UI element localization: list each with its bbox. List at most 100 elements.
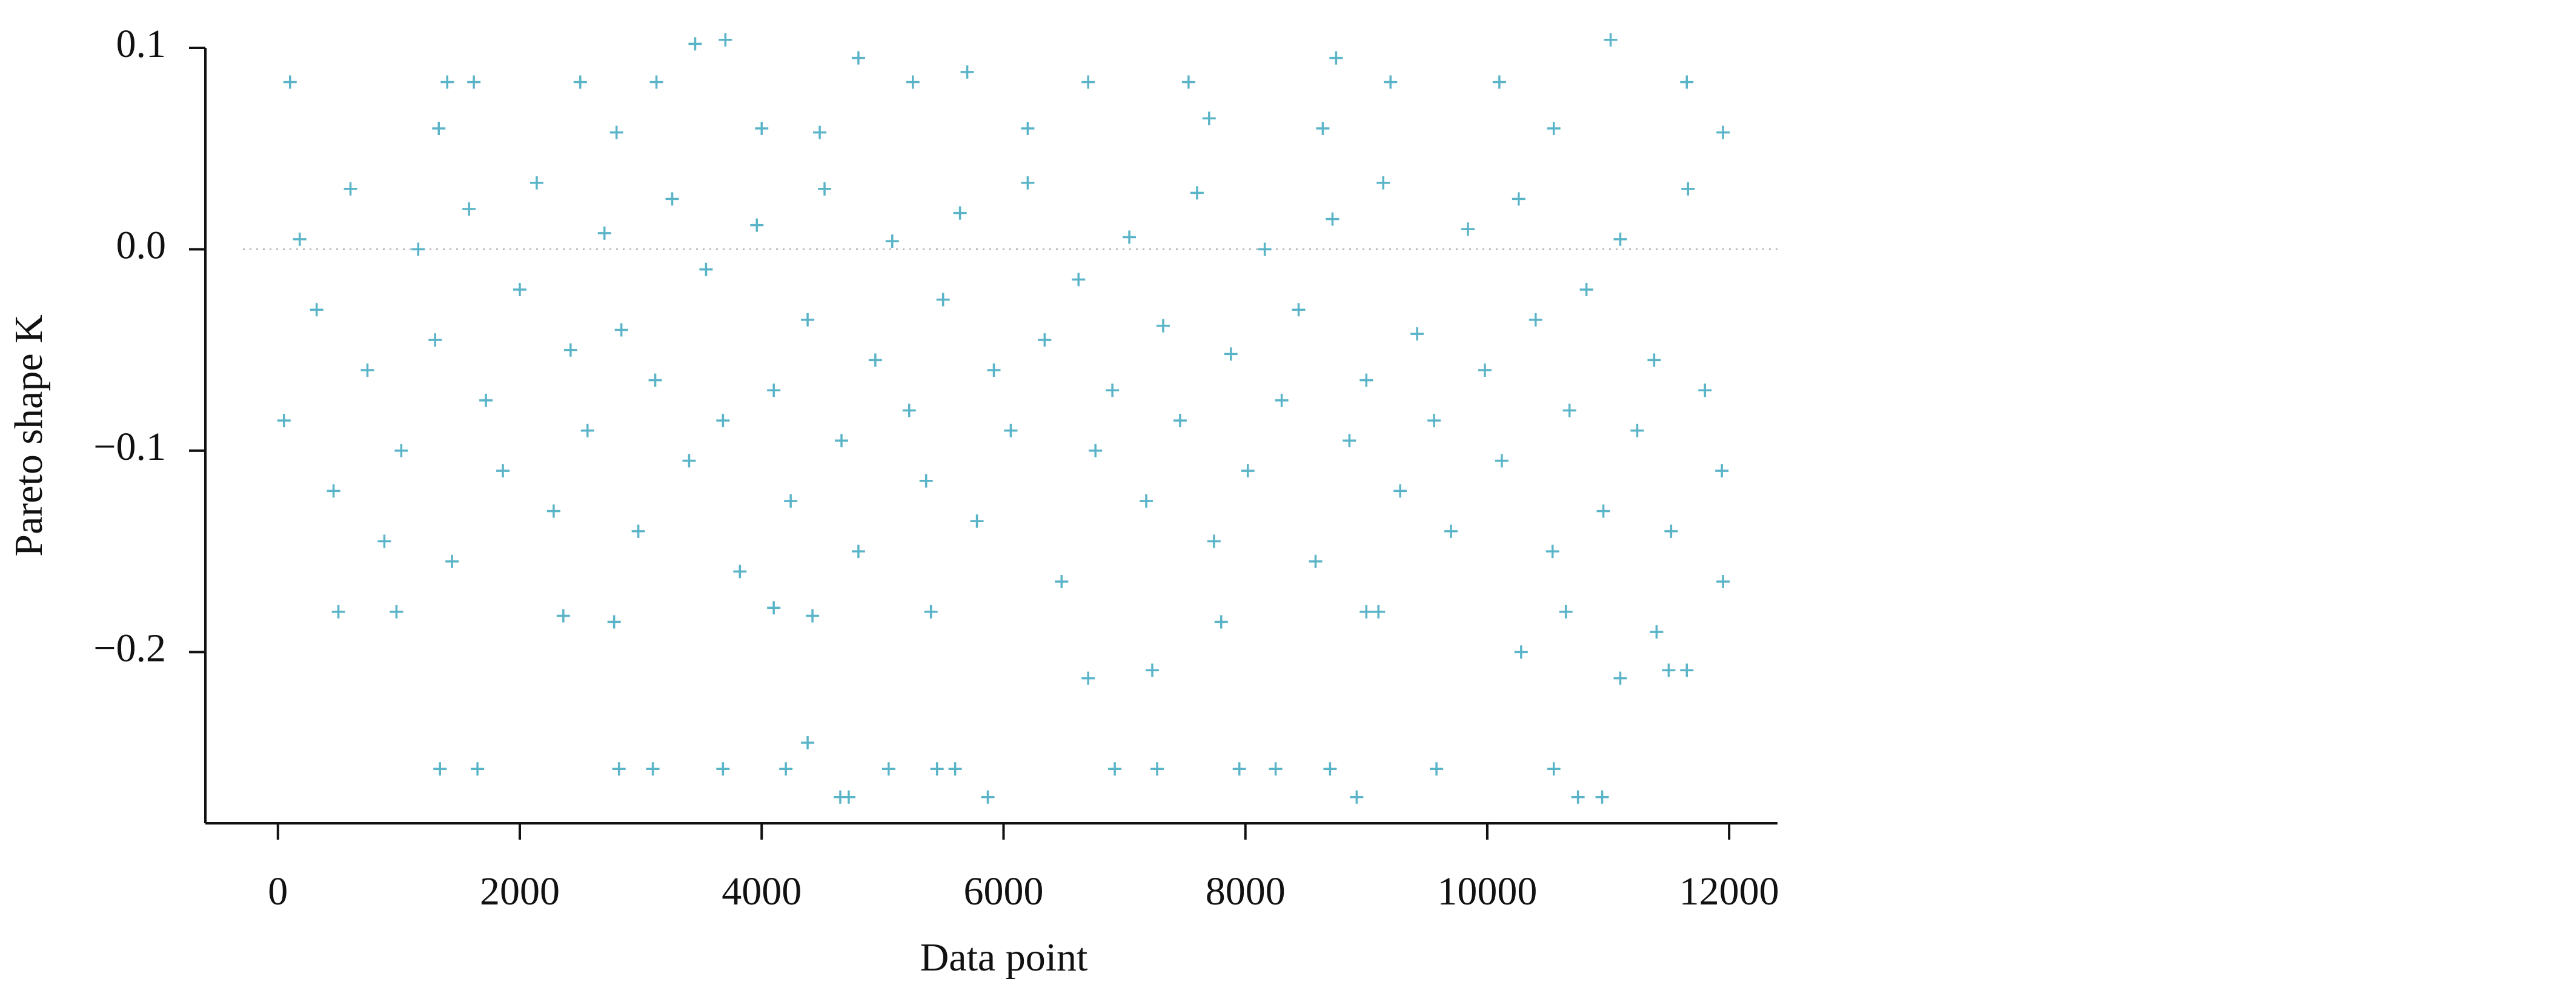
x-tick-label: 8000 — [1206, 869, 1286, 914]
point — [1427, 414, 1441, 428]
point — [1662, 663, 1676, 677]
point — [293, 232, 307, 246]
point — [1359, 605, 1373, 619]
point — [970, 514, 984, 528]
point — [360, 363, 374, 377]
point — [283, 75, 297, 89]
point — [1021, 121, 1035, 135]
point — [1716, 125, 1730, 139]
point — [1004, 423, 1018, 437]
point — [1579, 282, 1593, 296]
point — [1156, 319, 1170, 333]
point — [1021, 176, 1035, 190]
point — [767, 383, 781, 397]
point — [1444, 524, 1458, 538]
point — [546, 504, 560, 518]
point — [1529, 313, 1542, 327]
point — [428, 333, 442, 347]
point — [842, 790, 855, 804]
point — [1081, 75, 1095, 89]
point — [1478, 363, 1492, 377]
point — [1613, 232, 1627, 246]
point — [1202, 111, 1216, 125]
x-tick-label: 4000 — [722, 869, 802, 914]
point — [1258, 242, 1272, 256]
point — [1123, 230, 1137, 244]
point — [719, 33, 732, 47]
x-tick-label: 0 — [268, 869, 288, 914]
point — [573, 75, 587, 89]
point — [1372, 605, 1386, 619]
point — [631, 524, 645, 538]
point — [1241, 464, 1255, 478]
point — [344, 182, 357, 196]
point — [665, 192, 679, 206]
x-tick-label: 6000 — [963, 869, 1043, 914]
point — [767, 601, 781, 615]
y-axis-label: Pareto shape K — [7, 314, 51, 557]
point — [614, 323, 628, 337]
point — [432, 121, 446, 135]
point — [779, 762, 793, 776]
point — [902, 403, 916, 417]
y-tick-label: 0.1 — [116, 22, 167, 66]
point — [1514, 645, 1528, 659]
point — [1173, 414, 1187, 428]
point — [868, 353, 882, 367]
point — [327, 484, 340, 498]
point — [467, 75, 481, 89]
point — [924, 605, 938, 619]
point — [834, 434, 848, 448]
point — [1329, 51, 1343, 65]
point — [1393, 484, 1407, 498]
point — [1326, 212, 1339, 226]
point — [1461, 222, 1475, 236]
point — [609, 125, 623, 139]
point — [513, 282, 526, 296]
point — [930, 762, 944, 776]
point — [1343, 434, 1356, 448]
point — [1716, 575, 1730, 589]
point — [649, 75, 663, 89]
point — [646, 762, 660, 776]
point — [607, 615, 621, 629]
point — [1664, 524, 1678, 538]
point — [471, 762, 485, 776]
point — [462, 202, 476, 216]
point — [433, 762, 447, 776]
point — [1055, 575, 1069, 589]
point — [445, 554, 459, 568]
point — [716, 414, 730, 428]
point — [1350, 790, 1364, 804]
point — [948, 762, 962, 776]
point — [377, 534, 391, 548]
point — [1680, 663, 1694, 677]
point — [750, 218, 764, 232]
point — [1376, 176, 1390, 190]
point — [818, 182, 832, 196]
point — [597, 226, 611, 240]
point — [1224, 347, 1238, 361]
point — [953, 206, 967, 220]
x-tick-label: 2000 — [480, 869, 560, 914]
point — [1715, 464, 1729, 478]
y-tick-label: −0.1 — [93, 425, 166, 469]
point — [1571, 790, 1585, 804]
point — [1309, 554, 1323, 568]
point — [1269, 762, 1283, 776]
point — [1604, 33, 1618, 47]
point — [1547, 762, 1561, 776]
point — [310, 303, 324, 317]
point — [851, 51, 865, 65]
point — [1559, 605, 1573, 619]
point — [1038, 333, 1052, 347]
point — [1108, 762, 1122, 776]
point — [1190, 186, 1204, 200]
point — [1410, 327, 1424, 341]
point — [906, 75, 920, 89]
point — [755, 121, 769, 135]
point — [987, 363, 1001, 377]
point — [411, 242, 425, 256]
point — [1072, 273, 1086, 287]
